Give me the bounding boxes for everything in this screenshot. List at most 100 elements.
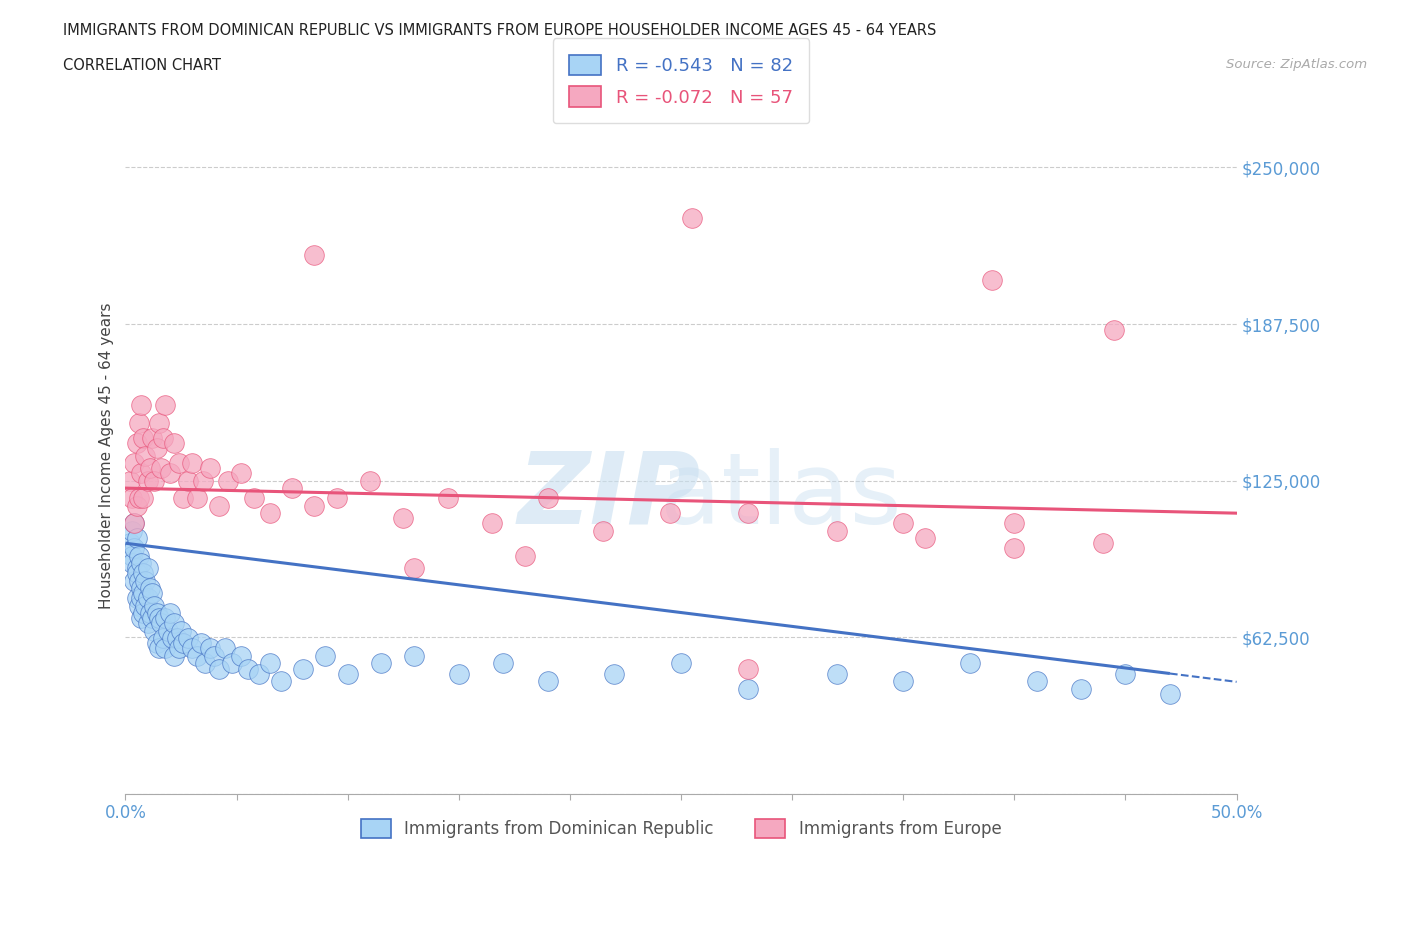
- Point: [139, 606, 162, 621]
- Point: [404, 561, 426, 576]
- Point: [132, 606, 155, 621]
- Point: [148, 611, 170, 626]
- Point: [447, 666, 470, 681]
- Point: [143, 598, 166, 613]
- Point: [537, 491, 560, 506]
- Point: [124, 541, 146, 556]
- Point: [208, 661, 231, 676]
- Point: [163, 616, 186, 631]
- Point: [152, 431, 174, 445]
- Point: [669, 656, 692, 671]
- Point: [129, 591, 152, 605]
- Point: [304, 247, 326, 262]
- Point: [176, 473, 198, 488]
- Point: [166, 631, 188, 645]
- Point: [214, 641, 236, 656]
- Point: [737, 661, 759, 676]
- Point: [129, 581, 152, 596]
- Point: [121, 556, 143, 571]
- Text: Source: ZipAtlas.com: Source: ZipAtlas.com: [1226, 58, 1367, 71]
- Point: [155, 641, 177, 656]
- Point: [259, 656, 281, 671]
- Text: ZIP: ZIP: [517, 447, 700, 545]
- Point: [681, 210, 703, 225]
- Point: [194, 656, 217, 671]
- Point: [1159, 686, 1181, 701]
- Point: [145, 441, 167, 456]
- Point: [515, 549, 537, 564]
- Point: [129, 466, 152, 481]
- Point: [163, 648, 186, 663]
- Point: [159, 606, 181, 621]
- Point: [128, 549, 150, 564]
- Point: [152, 631, 174, 645]
- Point: [229, 466, 252, 481]
- Point: [121, 549, 143, 564]
- Point: [129, 398, 152, 413]
- Point: [150, 616, 173, 631]
- Point: [139, 460, 162, 475]
- Point: [190, 636, 212, 651]
- Point: [217, 473, 239, 488]
- Point: [172, 491, 194, 506]
- Point: [129, 611, 152, 626]
- Point: [125, 531, 148, 546]
- Point: [136, 561, 159, 576]
- Point: [891, 516, 914, 531]
- Point: [170, 623, 193, 638]
- Point: [128, 416, 150, 431]
- Point: [304, 498, 326, 513]
- Point: [145, 636, 167, 651]
- Point: [404, 648, 426, 663]
- Point: [1070, 681, 1092, 696]
- Point: [136, 616, 159, 631]
- Point: [891, 673, 914, 688]
- Point: [128, 598, 150, 613]
- Point: [128, 574, 150, 589]
- Point: [145, 606, 167, 621]
- Point: [125, 565, 148, 580]
- Point: [129, 556, 152, 571]
- Point: [202, 648, 225, 663]
- Point: [221, 656, 243, 671]
- Text: IMMIGRANTS FROM DOMINICAN REPUBLIC VS IMMIGRANTS FROM EUROPE HOUSEHOLDER INCOME : IMMIGRANTS FROM DOMINICAN REPUBLIC VS IM…: [63, 23, 936, 38]
- Point: [481, 516, 503, 531]
- Point: [134, 598, 156, 613]
- Point: [181, 456, 204, 471]
- Point: [370, 656, 392, 671]
- Point: [132, 431, 155, 445]
- Point: [392, 511, 415, 525]
- Point: [148, 416, 170, 431]
- Point: [492, 656, 515, 671]
- Text: CORRELATION CHART: CORRELATION CHART: [63, 58, 221, 73]
- Point: [143, 473, 166, 488]
- Point: [281, 481, 304, 496]
- Point: [136, 591, 159, 605]
- Point: [139, 581, 162, 596]
- Point: [132, 491, 155, 506]
- Point: [1002, 541, 1025, 556]
- Point: [132, 586, 155, 601]
- Point: [125, 561, 148, 576]
- Point: [159, 466, 181, 481]
- Point: [134, 448, 156, 463]
- Point: [128, 491, 150, 506]
- Point: [118, 473, 141, 488]
- Point: [150, 460, 173, 475]
- Point: [148, 641, 170, 656]
- Point: [198, 460, 221, 475]
- Point: [118, 536, 141, 551]
- Point: [981, 272, 1004, 287]
- Point: [124, 516, 146, 531]
- Point: [121, 524, 143, 538]
- Point: [959, 656, 981, 671]
- Point: [325, 491, 347, 506]
- Point: [314, 648, 336, 663]
- Point: [1092, 536, 1115, 551]
- Y-axis label: Householder Income Ages 45 - 64 years: Householder Income Ages 45 - 64 years: [100, 302, 114, 609]
- Point: [186, 491, 208, 506]
- Point: [124, 516, 146, 531]
- Point: [359, 473, 381, 488]
- Point: [1114, 666, 1136, 681]
- Point: [141, 431, 163, 445]
